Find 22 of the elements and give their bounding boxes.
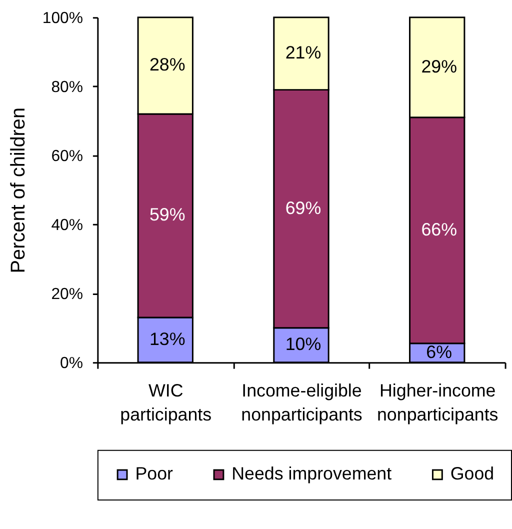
legend-label: Needs improvement (232, 464, 392, 484)
legend-label: Good (450, 464, 494, 484)
data-label: 59% (149, 204, 186, 225)
y-tick-label: 20% (51, 286, 84, 303)
x-tick-label: WIC participants (120, 380, 212, 425)
data-label: 10% (285, 334, 322, 354)
y-tick-label: 80% (51, 78, 84, 96)
data-label: 69% (285, 198, 322, 218)
y-tick-label: 0% (60, 354, 84, 372)
data-label: 29% (421, 56, 458, 76)
y-tick-label: 40% (51, 216, 84, 234)
y-tick-label: 60% (51, 148, 84, 165)
data-label: 13% (149, 328, 186, 349)
data-label: 66% (421, 219, 458, 240)
y-tick-label: 100% (42, 10, 84, 27)
y-axis-title: Percent of children (7, 107, 30, 274)
data-label: 21% (285, 42, 322, 63)
data-label: 6% (426, 342, 452, 362)
x-tick-label: Income-eligible nonparticipants (241, 380, 362, 425)
data-label: 28% (149, 54, 186, 75)
x-tick-label: Higher-income nonparticipants (376, 380, 498, 425)
legend-label: Poor (135, 464, 174, 484)
